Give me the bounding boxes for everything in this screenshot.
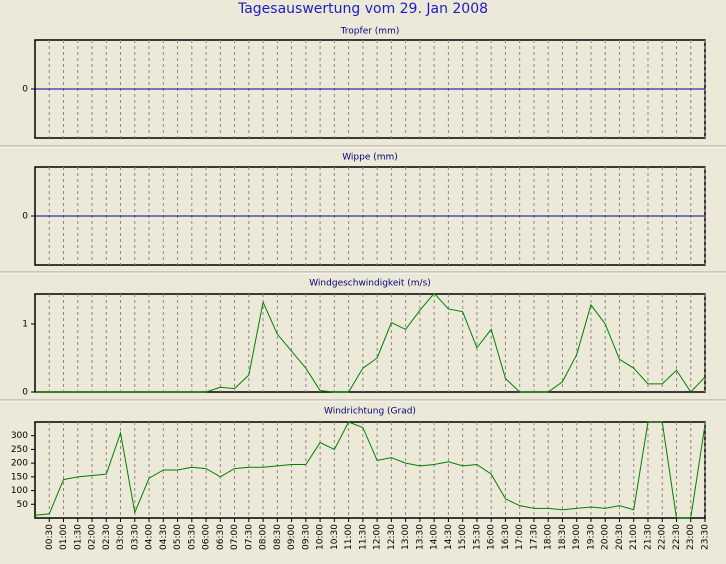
x-tick-label: 10:30 [330, 524, 340, 550]
x-tick-label: 03:30 [130, 524, 140, 550]
x-tick-label: 17:30 [529, 524, 539, 550]
x-tick-label: 20:30 [615, 524, 625, 550]
x-tick-label: 08:30 [273, 524, 283, 550]
y-tick-label: 0 [22, 85, 28, 95]
x-tick-label: 21:30 [643, 524, 653, 550]
x-tick-label: 18:30 [558, 524, 568, 550]
x-tick-label: 02:30 [102, 524, 112, 550]
x-tick-label: 16:00 [487, 524, 497, 550]
x-tick-label: 09:00 [287, 524, 297, 550]
x-tick-label: 14:00 [430, 524, 440, 550]
x-tick-label: 05:30 [187, 524, 197, 550]
x-tick-label: 07:00 [230, 524, 240, 550]
plot-area [34, 293, 706, 393]
x-tick-label: 12:30 [387, 524, 397, 550]
data-line [35, 293, 705, 393]
x-tick-label: 21:00 [629, 524, 639, 550]
x-tick-label: 19:30 [586, 524, 596, 550]
panel-title: Wippe (mm) [342, 153, 398, 163]
x-tick-label: 13:00 [401, 524, 411, 550]
plot-area [34, 421, 706, 519]
x-tick-label: 00:30 [45, 524, 55, 550]
x-tick-label: 04:30 [159, 524, 169, 550]
x-tick-label: 20:00 [601, 524, 611, 550]
x-tick-label: 14:30 [444, 524, 454, 550]
y-tick-label: 250 [11, 445, 28, 455]
x-tick-label: 03:00 [116, 524, 126, 550]
panel-title: Tropfer (mm) [340, 27, 400, 37]
x-tick-label: 17:00 [515, 524, 525, 550]
panel-title: Windgeschwindigkeit (m/s) [309, 279, 431, 289]
x-tick-label: 22:30 [672, 524, 682, 550]
x-tick-label: 10:00 [316, 524, 326, 550]
x-tick-label: 12:00 [373, 524, 383, 550]
x-tick-label: 05:00 [173, 524, 183, 550]
page-title: Tagesauswertung vom 29. Jan 2008 [237, 1, 488, 17]
x-tick-label: 11:30 [358, 524, 368, 550]
y-tick-label: 1 [22, 319, 28, 329]
data-line [35, 421, 705, 519]
x-tick-label: 22:00 [658, 524, 668, 550]
x-tick-label: 04:00 [145, 524, 155, 550]
y-tick-label: 0 [22, 388, 28, 398]
y-tick-label: 50 [17, 500, 29, 510]
x-tick-label: 23:30 [701, 524, 711, 550]
y-tick-label: 100 [11, 486, 28, 496]
x-tick-label: 18:00 [544, 524, 554, 550]
x-tick-label: 06:30 [216, 524, 226, 550]
x-tick-label: 15:30 [472, 524, 482, 550]
y-tick-label: 0 [22, 212, 28, 222]
x-tick-label: 23:00 [686, 524, 696, 550]
x-tick-label: 01:30 [73, 524, 83, 550]
x-tick-label: 07:30 [244, 524, 254, 550]
x-tick-label: 02:00 [88, 524, 98, 550]
x-tick-label: 11:00 [344, 524, 354, 550]
x-tick-label: 08:00 [259, 524, 269, 550]
y-tick-label: 150 [11, 472, 28, 482]
y-tick-label: 300 [11, 431, 28, 441]
x-tick-label: 13:30 [415, 524, 425, 550]
x-tick-label: 01:00 [59, 524, 69, 550]
x-tick-label: 19:00 [572, 524, 582, 550]
x-tick-label: 15:00 [458, 524, 468, 550]
x-tick-label: 16:30 [501, 524, 511, 550]
x-tick-label: 06:00 [202, 524, 212, 550]
y-tick-label: 200 [11, 459, 28, 469]
panel-title: Windrichtung (Grad) [324, 407, 416, 417]
x-tick-label: 09:30 [301, 524, 311, 550]
